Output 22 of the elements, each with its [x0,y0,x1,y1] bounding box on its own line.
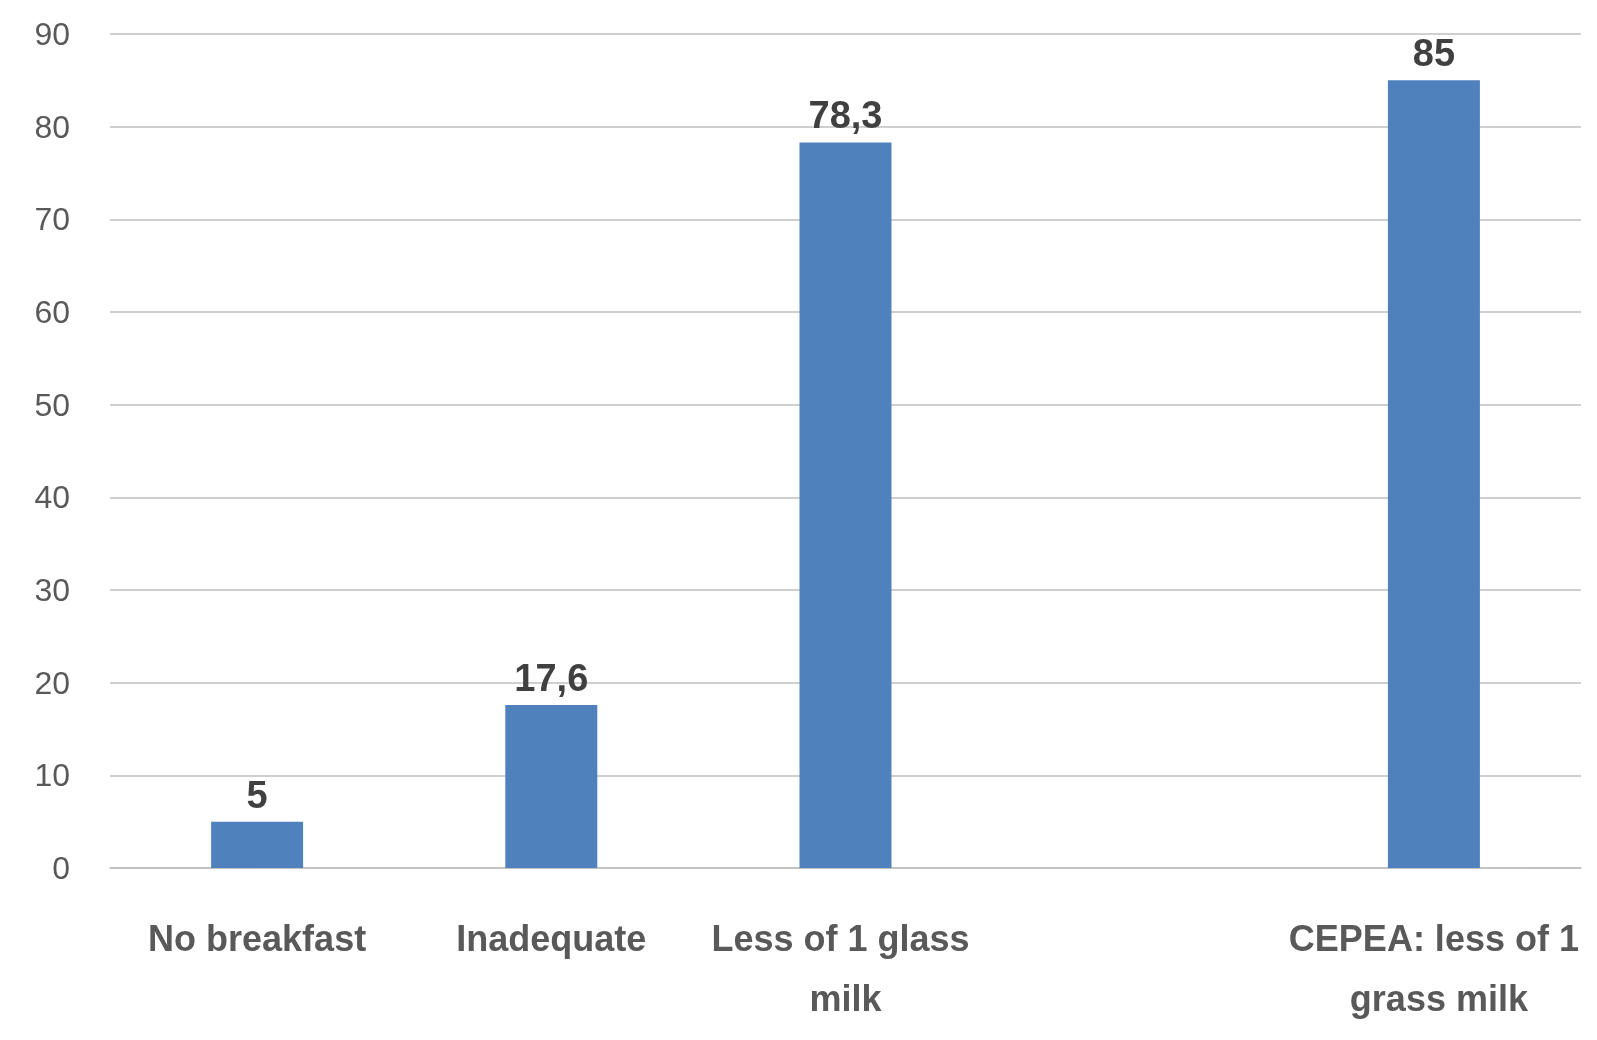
y-tick-label: 60 [34,294,70,330]
data-label: 17,6 [514,656,589,699]
y-tick-label: 70 [34,201,70,238]
bar [505,704,598,868]
x-tick-label: No breakfast [148,917,367,959]
y-tick-label: 0 [52,850,70,886]
data-label: 5 [246,773,268,816]
bar [211,821,304,868]
data-label: 85 [1412,32,1456,75]
y-tick-label: 30 [34,572,70,608]
bar [799,142,892,868]
y-tick-label: 40 [34,479,70,516]
x-tick-label: Inadequate [456,917,647,959]
bar [1387,80,1480,868]
y-tick-label: 10 [34,757,70,794]
y-tick-label: 20 [34,664,70,701]
x-tick-label: CEPEA: less of 1 grass milk [1288,917,1579,1019]
y-tick-label: 50 [34,386,70,423]
data-label: 78,3 [808,94,883,137]
x-tick-label: Less of 1 glass milk [711,917,980,1019]
y-tick-label: 80 [34,108,70,145]
y-tick-label: 90 [34,16,70,52]
